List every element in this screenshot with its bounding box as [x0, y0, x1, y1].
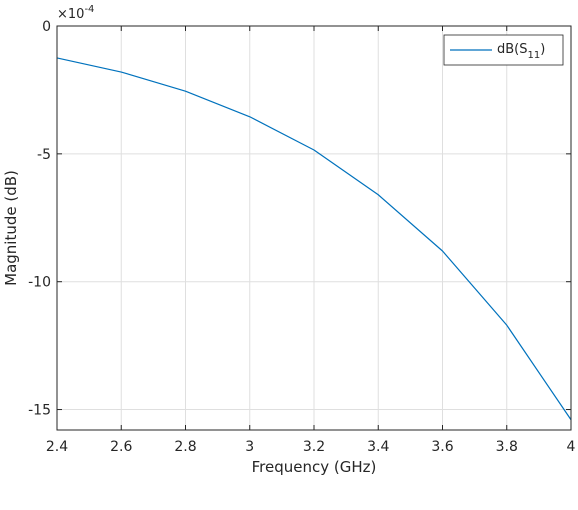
x-tick-label: 2.4	[46, 439, 68, 455]
x-axis-label: Frequency (GHz)	[252, 458, 377, 476]
y-tick-label: 0	[42, 19, 51, 35]
x-tick-label: 3.2	[303, 439, 325, 455]
series-group	[56, 57, 572, 421]
x-tick-label: 3	[245, 439, 254, 455]
tick-labels: 2.4 2.6 2.8 3 3.2 3.4 3.6 3.8 4 0 -5 -10 -15	[28, 19, 575, 455]
grid	[57, 26, 571, 430]
x-tick-label: 3.6	[431, 439, 453, 455]
y-tick-label: -15	[28, 403, 51, 419]
y-tick-label: -5	[37, 147, 51, 163]
x-tick-label: 2.8	[174, 439, 196, 455]
x-tick-label: 4	[567, 439, 576, 455]
legend: dB(S11)	[443, 34, 564, 66]
legend-entry: dB(S11)	[497, 42, 545, 61]
x-tick-label: 3.4	[367, 439, 389, 455]
y-axis-label: Magnitude (dB)	[2, 170, 20, 286]
y-tick-label: -10	[28, 275, 51, 291]
x-tick-label: 3.8	[496, 439, 518, 455]
x-tick-label: 2.6	[110, 439, 132, 455]
ticks	[56, 25, 572, 430]
y-exponent-label: ×10-4	[57, 4, 94, 22]
series-line	[56, 57, 572, 421]
